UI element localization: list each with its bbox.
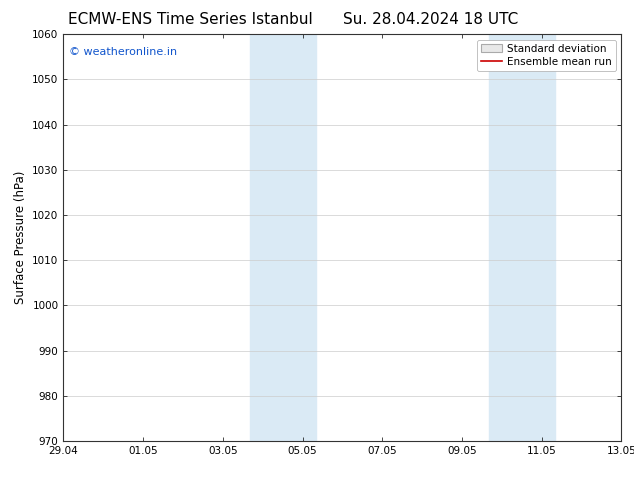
Text: © weatheronline.in: © weatheronline.in: [69, 47, 177, 56]
Text: ECMW-ENS Time Series Istanbul: ECMW-ENS Time Series Istanbul: [68, 12, 313, 27]
Legend: Standard deviation, Ensemble mean run: Standard deviation, Ensemble mean run: [477, 40, 616, 71]
Bar: [489, 34, 555, 441]
Bar: [250, 34, 316, 441]
Text: Su. 28.04.2024 18 UTC: Su. 28.04.2024 18 UTC: [344, 12, 519, 27]
Y-axis label: Surface Pressure (hPa): Surface Pressure (hPa): [14, 171, 27, 304]
